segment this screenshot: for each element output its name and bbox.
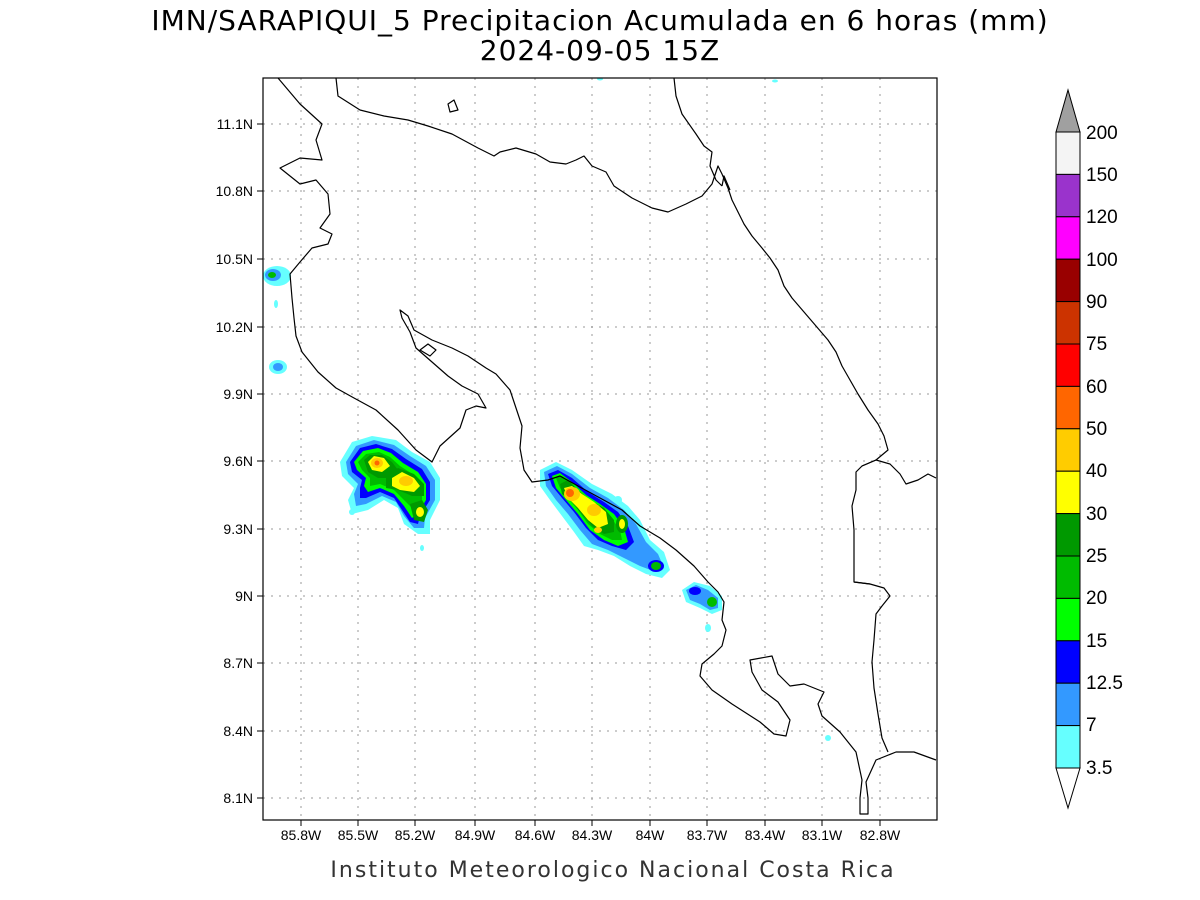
colorbar-swatch	[1055, 597, 1081, 642]
colorbar-swatch	[1055, 682, 1081, 727]
colorbar-swatch	[1055, 640, 1081, 684]
y-tick-label: 9.3N	[223, 521, 253, 537]
map-title: IMN/SARAPIQUI_5 Precipitacion Acumulada …	[151, 4, 1048, 37]
map-subtitle-datetime: 2024-09-05 15Z	[480, 34, 720, 67]
footer-credit: Instituto Meteorologico Nacional Costa R…	[330, 858, 895, 883]
colorbar-label: 200	[1086, 123, 1118, 144]
y-tick-label: 8.4N	[223, 723, 253, 739]
y-tick-label: 8.1N	[223, 790, 253, 806]
precip-cell-south	[597, 77, 831, 741]
colorbar-swatch	[1055, 470, 1081, 515]
colorbar-under-arrow	[1055, 767, 1081, 810]
colorbar-swatch	[1055, 343, 1081, 387]
border-panama	[853, 581, 871, 585]
x-tick-label: 84.9W	[455, 827, 496, 843]
x-tick-label: 85.8W	[281, 827, 322, 843]
precip-band-central	[540, 462, 670, 578]
y-tick-label: 11.1N	[217, 116, 253, 132]
y-tick-label: 9N	[235, 588, 253, 604]
colorbar-labels: 200 150 120 100 90 75 60 50 40 30 25 20 …	[1086, 123, 1123, 779]
colorbar-swatch	[1055, 216, 1081, 260]
y-tick-label: 8.7N	[223, 655, 253, 671]
colorbar-swatch	[1055, 258, 1081, 303]
colorbar-label: 15	[1086, 631, 1107, 652]
colorbar-label: 60	[1086, 377, 1107, 398]
x-axis: 85.8W 85.5W 85.2W 84.9W 84.6W 84.3W 84W …	[281, 827, 901, 843]
colorbar-label: 7	[1086, 715, 1097, 736]
precip-cluster-west	[340, 436, 440, 551]
peninsula-osa	[721, 175, 731, 191]
colorbar-label: 150	[1086, 165, 1118, 186]
x-tick-label: 84.6W	[515, 827, 556, 843]
colorbar-legend: 200 150 120 100 90 75 60 50 40 30 25 20 …	[1055, 88, 1123, 810]
colorbar-swatch	[1055, 725, 1081, 769]
colorbar-swatches	[1055, 131, 1081, 769]
island-lake-nicaragua	[447, 99, 459, 113]
colorbar-over-arrow	[1055, 88, 1081, 133]
x-tick-label: 85.5W	[338, 827, 379, 843]
coastline-pacific	[277, 77, 937, 815]
plot-frame	[262, 77, 938, 821]
x-tick-label: 85.2W	[395, 827, 436, 843]
colorbar-label: 40	[1086, 461, 1107, 482]
island-gulf-nicoya	[419, 343, 437, 357]
precip-cell-north	[263, 266, 291, 308]
colorbar-label: 25	[1086, 546, 1107, 567]
colorbar-label: 20	[1086, 588, 1107, 609]
x-tick-label: 84W	[636, 827, 666, 843]
coastline-north-east	[861, 459, 937, 485]
colorbar-label: 100	[1086, 250, 1118, 271]
colorbar-label: 120	[1086, 207, 1118, 228]
y-tick-label: 10.8N	[216, 183, 253, 199]
colorbar-label: 90	[1086, 292, 1107, 313]
colorbar-swatch	[1055, 555, 1081, 599]
x-tick-label: 82.8W	[860, 827, 901, 843]
y-tick-label: 9.9N	[223, 386, 253, 402]
precip-cell-small	[269, 360, 287, 374]
x-tick-label: 83.7W	[687, 827, 728, 843]
plot-area	[257, 77, 938, 826]
coastline-nicaragua-lake	[673, 77, 723, 187]
y-tick-label: 10.2N	[216, 319, 253, 335]
colorbar-label: 3.5	[1086, 758, 1112, 779]
colorbar-swatch	[1055, 513, 1081, 557]
colorbar-swatch	[1055, 173, 1081, 218]
colorbar-label: 75	[1086, 334, 1107, 355]
precipitation-fields	[263, 77, 831, 741]
coastlines-and-borders	[277, 77, 937, 815]
colorbar-swatch	[1055, 301, 1081, 345]
colorbar-label: 30	[1086, 504, 1107, 525]
colorbar-swatch	[1055, 131, 1081, 175]
colorbar-label: 50	[1086, 419, 1107, 440]
colorbar-label: 12.5	[1086, 673, 1123, 694]
x-tick-label: 83.4W	[745, 827, 786, 843]
y-tick-label: 9.6N	[223, 453, 253, 469]
y-axis: 11.1N 10.8N 10.5N 10.2N 9.9N 9.6N 9.3N 9…	[216, 116, 253, 806]
y-tick-label: 10.5N	[216, 251, 253, 267]
colorbar-swatch	[1055, 428, 1081, 472]
x-tick-label: 83.1W	[802, 827, 843, 843]
colorbar-swatch	[1055, 385, 1081, 430]
gridlines	[257, 78, 937, 826]
x-tick-label: 84.3W	[572, 827, 613, 843]
